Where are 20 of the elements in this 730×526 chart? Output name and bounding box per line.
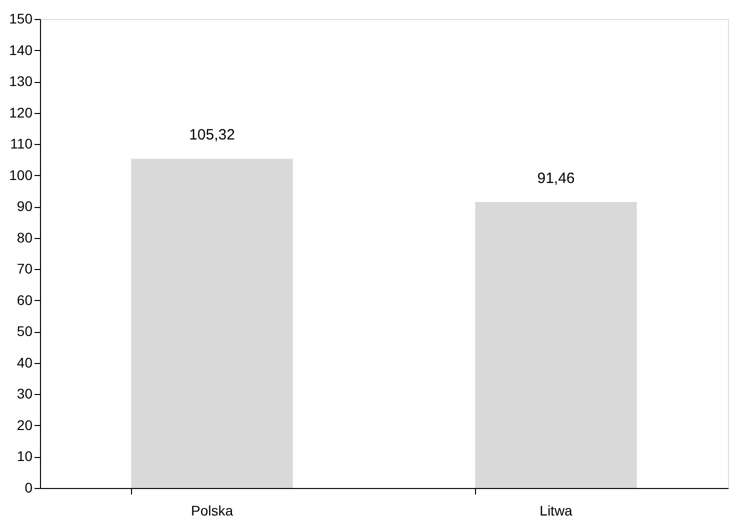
x-tick-label: Litwa (540, 502, 573, 518)
y-tick-label: 110 (10, 136, 33, 152)
y-tick-label: 120 (9, 104, 33, 120)
y-tick-label: 10 (16, 448, 33, 464)
y-tick-label: 0 (24, 480, 33, 496)
y-tick-label: 20 (16, 416, 33, 433)
y-tick-label: 80 (16, 229, 33, 246)
data-label: 91,46 (537, 170, 575, 188)
y-tick-label: 140 (9, 42, 33, 58)
y-tick-label: 130 (9, 73, 33, 90)
y-tick-label: 40 (16, 354, 33, 370)
y-tick-label: 30 (16, 386, 33, 402)
y-tick-label: 60 (16, 292, 33, 308)
y-tick-label: 70 (16, 260, 33, 277)
y-tick-label: 100 (9, 166, 33, 183)
y-tick-label: 50 (16, 323, 33, 340)
y-tick-label: 150 (9, 10, 33, 26)
data-label: 105,32 (189, 126, 235, 144)
y-tick-label: 90 (16, 198, 33, 214)
x-tick-label: Polska (190, 502, 234, 518)
